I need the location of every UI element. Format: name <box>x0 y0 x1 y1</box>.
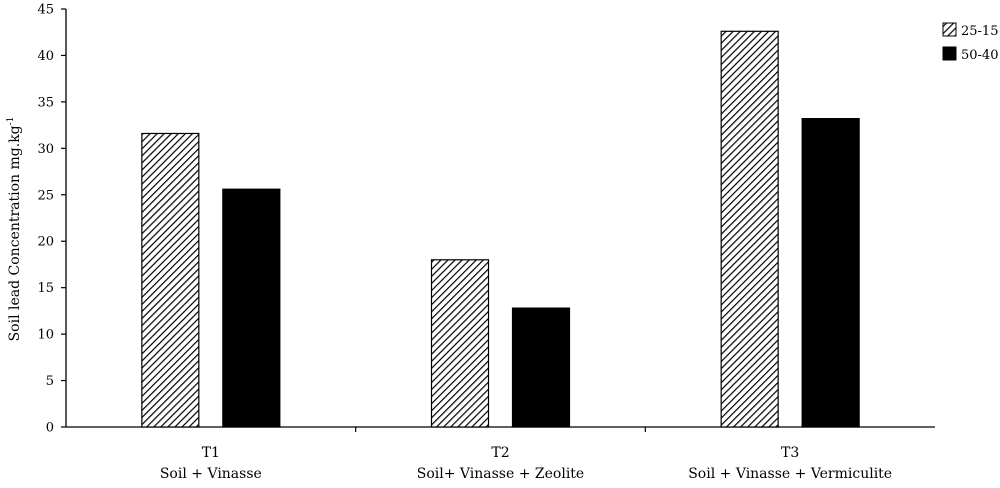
bar-t1-25-15 <box>141 132 200 428</box>
category-name-label: Soil + Vinasse <box>160 466 262 482</box>
y-tick-label: 45 <box>37 3 54 18</box>
y-tick-label: 0 <box>46 421 54 436</box>
svg-text:Soil lead Concentration mg.kg-: Soil lead Concentration mg.kg-1 <box>6 117 23 342</box>
category-name-label: Soil+ Vinasse + Zeolite <box>417 466 584 482</box>
y-tick-label: 10 <box>37 328 54 343</box>
legend-label: 25-15 <box>961 24 998 39</box>
y-tick-label: 15 <box>37 281 54 296</box>
legend-label: 50-40 <box>961 48 998 63</box>
legend: 25-15 50-40 <box>942 22 998 63</box>
category-code-label: T3 <box>781 445 799 461</box>
bar-t2-25-15 <box>430 259 490 428</box>
bars <box>141 30 860 428</box>
y-axis-title-superscript: -1 <box>6 117 16 126</box>
category-name-label: Soil + Vinasse + Vermiculite <box>688 466 892 482</box>
y-tick-label: 30 <box>37 142 54 157</box>
category-code-label: T2 <box>491 445 509 461</box>
bar-t3-50-40 <box>801 118 860 428</box>
category-code-label: T1 <box>202 445 220 461</box>
legend-swatch-50-40 <box>942 46 957 61</box>
y-tick-label: 20 <box>37 235 54 250</box>
y-axis-title: Soil lead Concentration mg.kg-1 <box>6 117 23 342</box>
y-tick-label: 5 <box>46 374 54 389</box>
bar-t2-50-40 <box>511 307 571 428</box>
y-tick-label: 25 <box>37 188 54 203</box>
bar-t3-25-15 <box>720 30 779 428</box>
y-axis-ticks: 0 5 10 15 20 25 30 35 40 45 <box>37 3 66 436</box>
y-axis-title-text: Soil lead Concentration mg.kg <box>7 125 23 341</box>
bar-t1-50-40 <box>222 188 281 428</box>
y-tick-label: 40 <box>37 49 54 64</box>
legend-swatch-25-15 <box>942 22 957 37</box>
x-axis-labels: T1 Soil + Vinasse T2 Soil+ Vinasse + Zeolit… <box>160 445 892 482</box>
y-tick-label: 35 <box>37 95 54 110</box>
axes <box>65 9 935 432</box>
